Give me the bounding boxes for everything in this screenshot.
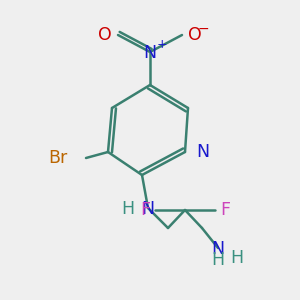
Text: Br: Br (49, 149, 68, 167)
Text: N: N (143, 44, 157, 62)
Text: H: H (212, 251, 225, 269)
Text: N: N (141, 200, 154, 218)
Text: H: H (230, 249, 243, 267)
Text: +: + (157, 38, 168, 52)
Text: F: F (140, 201, 150, 219)
Text: N: N (212, 240, 225, 258)
Text: −: − (198, 22, 210, 36)
Text: O: O (188, 26, 202, 44)
Text: F: F (220, 201, 230, 219)
Text: H: H (121, 200, 134, 218)
Text: O: O (98, 26, 112, 44)
Text: N: N (196, 143, 209, 161)
